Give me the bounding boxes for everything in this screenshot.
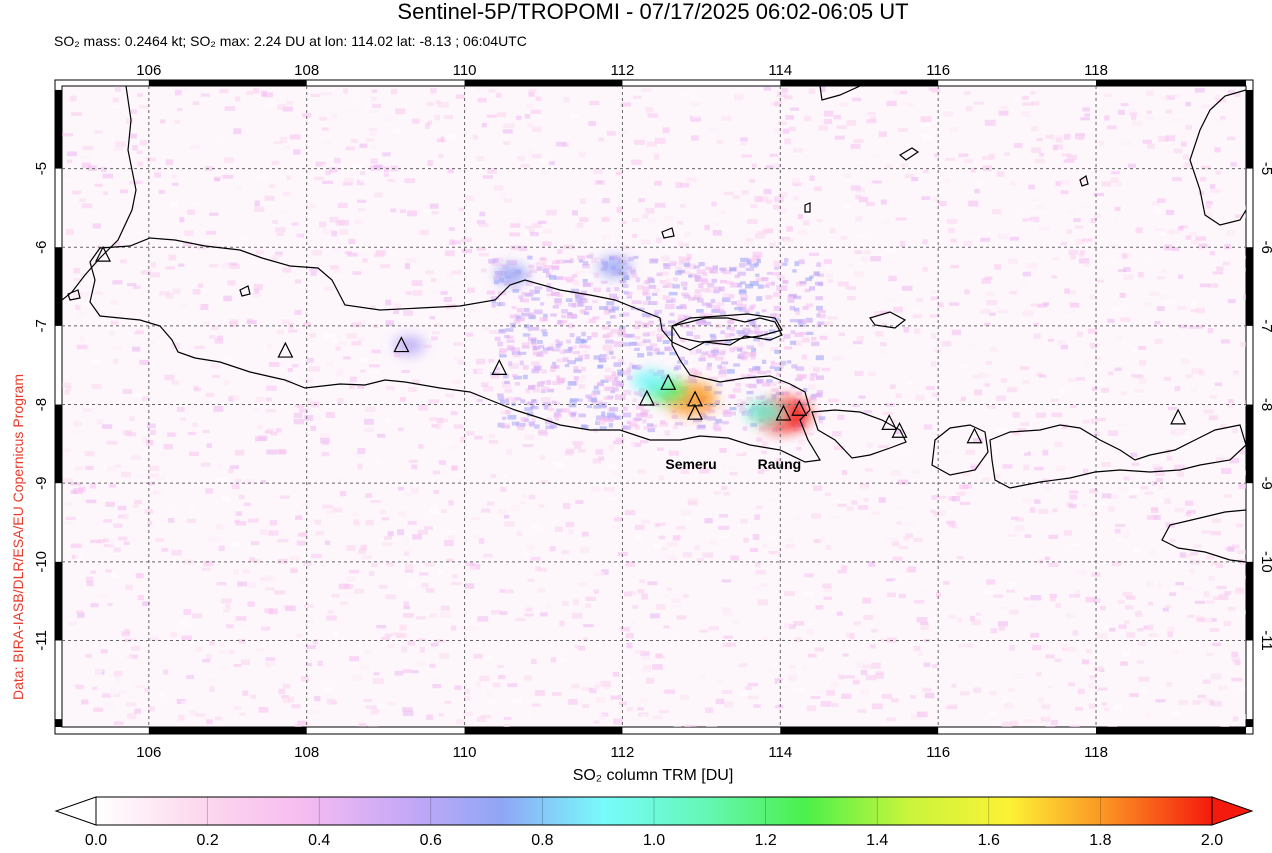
lon-tick-label: 112 [610, 62, 634, 79]
volcano-triangle-icon [95, 245, 112, 262]
lat-tick-label: -11 [1258, 630, 1272, 651]
volcano-triangle-icon [491, 359, 508, 375]
colorbar-tick-label: 1.6 [977, 832, 1000, 849]
so2-hotspot [495, 264, 529, 285]
so2-hotspot [631, 369, 669, 393]
colorbar-tick-label: 0.6 [419, 832, 442, 849]
small-island [239, 285, 251, 297]
colorbar-tick-label: 2.0 [1200, 832, 1224, 849]
so2-hotspot [598, 256, 631, 278]
volcano-triangle-icon [393, 336, 410, 353]
map-frame [54, 79, 1254, 735]
lat-tick-label: -8 [1258, 398, 1272, 411]
lon-tick-label: 110 [453, 744, 477, 761]
volcano-triangle-icon [660, 373, 677, 390]
colorbar-tick-label: 0.0 [84, 832, 108, 849]
bawean-coast [661, 227, 675, 239]
volcano-triangle-icon [966, 427, 983, 444]
bali-coast [811, 409, 907, 459]
colorbar [54, 796, 1254, 826]
java-coast [89, 237, 821, 463]
kalimantan-coast [819, 86, 861, 101]
colorbar-body [95, 796, 1213, 826]
lat-tick-label: -7 [1258, 319, 1272, 332]
volcano-triangle-icon [791, 399, 808, 416]
so2-hotspot [745, 400, 784, 425]
lon-tick-label: 108 [294, 744, 319, 761]
sulawesi-coast [1189, 89, 1246, 226]
colorbar-tick-label: 1.0 [642, 832, 666, 849]
lat-tick-label: -9 [1258, 477, 1272, 490]
volcano-triangle-icon [638, 389, 655, 406]
colorbar-tick-label: 0.2 [196, 832, 219, 849]
colorbar-over-triangle [1211, 796, 1254, 826]
small-island [804, 202, 811, 213]
sumba-coast [1161, 509, 1246, 563]
lat-tick-label: -7 [33, 319, 50, 332]
so2-field [62, 86, 1246, 727]
lat-tick-label: -9 [33, 477, 50, 490]
colorbar-tick-label: 0.8 [531, 832, 554, 849]
small-island [898, 147, 920, 161]
lon-tick-label: 108 [294, 62, 319, 79]
volcano-labels: Semeru Raung [665, 456, 801, 472]
volcano-name-label: Raung [758, 456, 802, 472]
volcano-triangle-icon [1170, 408, 1187, 425]
colorbar-tick-label: 0.4 [308, 832, 331, 849]
lon-tick-label: 116 [926, 62, 950, 79]
lon-tick-label: 114 [768, 62, 792, 79]
lon-tick-label: 106 [136, 744, 161, 761]
sumatra-coast [62, 86, 137, 301]
lon-tick-label: 110 [453, 62, 477, 79]
kangean-coast [869, 311, 907, 329]
colorbar-tick-label: 1.2 [754, 832, 777, 849]
volcano-triangle-icon [775, 404, 792, 421]
map-subtitle: SO₂ mass: 0.2464 kt; SO₂ max: 2.24 DU at… [54, 33, 527, 49]
lat-tick-label: -5 [33, 162, 50, 175]
lombok-coast [931, 424, 989, 476]
lon-tick-label: 114 [768, 744, 792, 761]
lat-tick-label: -5 [1258, 162, 1272, 175]
volcano-markers [95, 245, 1187, 444]
lat-lon-grid [62, 86, 1246, 727]
lon-tick-label: 118 [1084, 744, 1108, 761]
volcano-triangle-icon [687, 403, 704, 420]
lon-tick-label: 112 [610, 744, 634, 761]
volcano-triangle-icon [881, 414, 898, 431]
sumbawa-coast [989, 424, 1246, 489]
lat-tick-label: -6 [33, 241, 50, 254]
lat-tick-label: -11 [33, 630, 50, 651]
lat-tick-label: -8 [33, 398, 50, 411]
coastlines [62, 86, 1246, 563]
lat-tick-label: -10 [1258, 551, 1272, 573]
lon-tick-label: 118 [1084, 62, 1108, 79]
so2-hotspot [393, 335, 425, 356]
colorbar-under-triangle [54, 796, 97, 826]
volcano-triangle-icon [277, 341, 294, 358]
colorbar-tick-label: 1.4 [866, 832, 889, 849]
map-title: Sentinel-5P/TROPOMI - 07/17/2025 06:02-0… [397, 0, 909, 24]
colorbar-title: SO₂ column TRM [DU] [572, 767, 734, 784]
volcano-triangle-icon [891, 421, 908, 438]
volcano-name-label: Semeru [665, 456, 716, 472]
madura-coast [671, 313, 783, 343]
lon-tick-label: 116 [926, 744, 950, 761]
axis-tick-labels: 106 106 108 108 110 110 112 112 114 114 116 116 118 1… [33, 62, 1272, 761]
colorbar-tick-label: 1.8 [1089, 832, 1112, 849]
small-island [67, 289, 81, 301]
lat-tick-label: -6 [1258, 241, 1272, 254]
small-island [1079, 175, 1089, 187]
lon-tick-label: 106 [136, 62, 161, 79]
lat-tick-label: -10 [33, 551, 50, 573]
